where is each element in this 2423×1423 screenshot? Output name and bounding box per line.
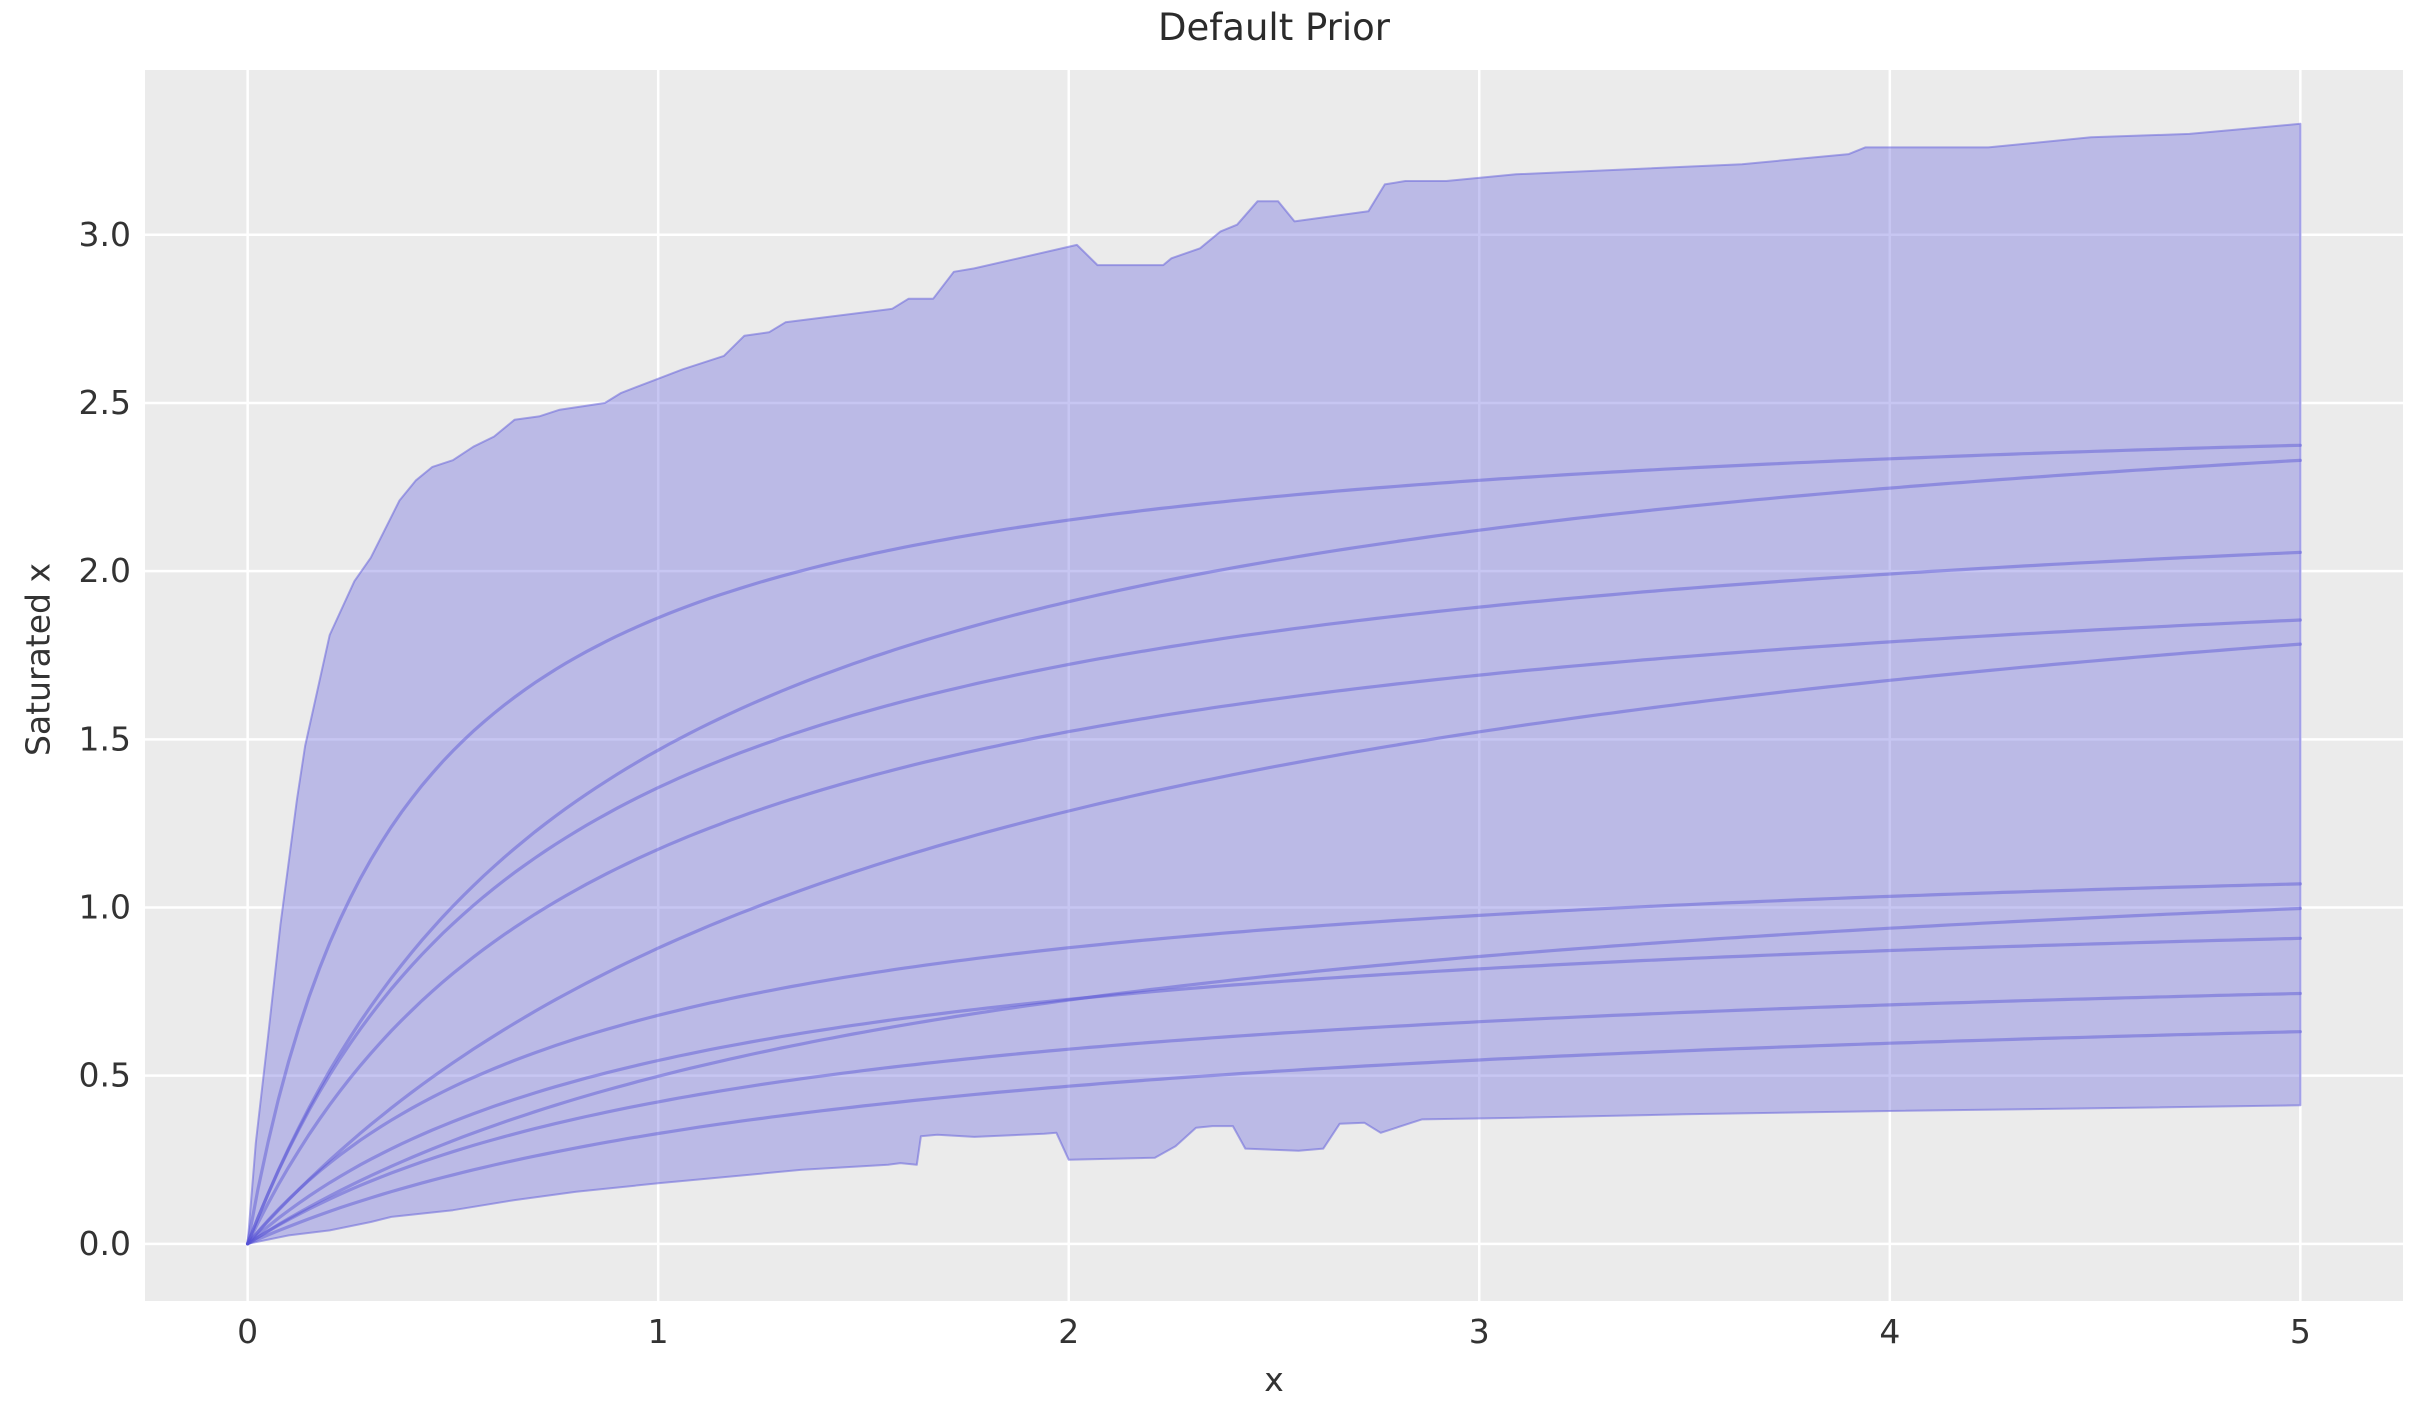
x-tick-label: 5 — [2290, 1312, 2311, 1351]
prior-sample-curve-sample-9 — [246, 991, 2302, 1246]
x-tick-label: 2 — [1058, 1312, 1079, 1351]
x-tick-label: 0 — [237, 1312, 258, 1351]
prior-sample-curve-sample-4 — [246, 618, 2302, 1246]
x-tick-label: 4 — [1879, 1312, 1900, 1351]
x-tick-label: 1 — [648, 1312, 669, 1351]
prior-sample-curve-sample-3 — [246, 550, 2302, 1246]
y-tick-label: 1.5 — [79, 719, 131, 758]
y-tick-label: 0.5 — [79, 1056, 131, 1095]
prior-sample-curve-sample-1 — [246, 443, 2302, 1246]
x-axis-label: x — [1264, 1360, 1284, 1399]
x-tick-label: 3 — [1469, 1312, 1490, 1351]
y-tick-label: 3.0 — [79, 215, 131, 254]
prior-sample-curve-sample-7 — [246, 906, 2302, 1246]
prior-sample-curve-sample-5 — [246, 642, 2302, 1246]
y-tick-label: 2.5 — [79, 383, 131, 422]
prior-sample-curve-sample-6 — [246, 882, 2302, 1246]
prior-sample-curve-sample-8 — [246, 936, 2302, 1246]
chart-title: Default Prior — [1158, 6, 1390, 49]
y-tick-label: 0.0 — [79, 1224, 131, 1263]
prior-sample-curve-sample-10 — [246, 1030, 2302, 1246]
plot-area — [145, 70, 2403, 1301]
y-tick-label: 2.0 — [79, 551, 131, 590]
y-tick-label: 1.0 — [79, 887, 131, 926]
y-axis-label: Saturated x — [18, 562, 58, 757]
confidence-band — [246, 122, 2302, 1245]
prior-sample-curve-sample-2 — [246, 458, 2302, 1246]
